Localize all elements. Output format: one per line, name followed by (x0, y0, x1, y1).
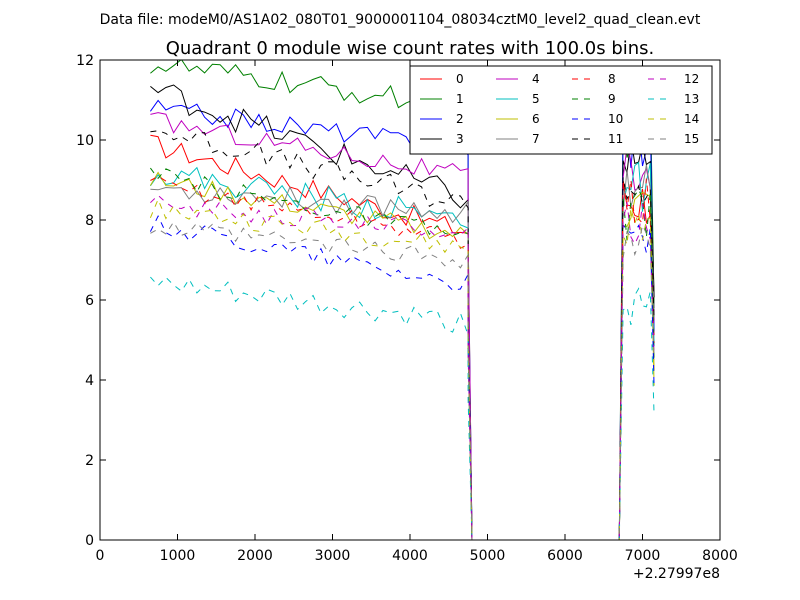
x-tick-label: 2000 (237, 548, 273, 564)
y-tick-label: 10 (76, 133, 94, 149)
legend-label-6: 6 (532, 112, 540, 126)
x-tick-label: 3000 (315, 548, 351, 564)
legend-label-14: 14 (684, 112, 699, 126)
legend-label-2: 2 (456, 112, 464, 126)
series-line-7 (150, 164, 655, 540)
series-line-4 (150, 112, 655, 540)
y-tick-label: 4 (85, 373, 94, 389)
legend-label-8: 8 (608, 72, 616, 86)
legend-label-4: 4 (532, 72, 540, 86)
series-line-11 (150, 130, 655, 540)
legend-label-9: 9 (608, 92, 616, 106)
legend-label-10: 10 (608, 112, 623, 126)
series-line-9 (150, 167, 655, 540)
y-tick-label: 0 (85, 533, 94, 549)
series-layer (149, 60, 655, 540)
series-line-6 (149, 171, 655, 540)
chart-suptitle: Data file: modeM0/AS1A02_080T01_90000011… (100, 12, 701, 28)
x-tick-label: 1000 (160, 548, 196, 564)
series-line-14 (149, 198, 655, 540)
legend-label-7: 7 (532, 132, 540, 146)
legend-label-12: 12 (684, 72, 699, 86)
series-line-12 (150, 194, 655, 540)
x-tick-label: 0 (96, 548, 105, 564)
legend-label-1: 1 (456, 92, 464, 106)
x-offset-label: +2.27997e8 (633, 566, 720, 582)
series-line-2 (149, 99, 655, 540)
axis-ticks: 0 1000 2000 3000 4000 5000 6000 7000 80000246810… (76, 53, 738, 564)
series-line-13 (150, 276, 655, 540)
y-tick-label: 12 (76, 53, 94, 69)
series-line-8 (150, 175, 655, 540)
series-line-15 (150, 221, 655, 540)
y-tick-label: 2 (85, 453, 94, 469)
y-tick-label: 6 (85, 293, 94, 309)
legend-label-13: 13 (684, 92, 699, 106)
series-line-10 (149, 215, 655, 540)
y-tick-label: 8 (85, 213, 94, 229)
chart-title: Quadrant 0 module wise count rates with … (166, 38, 655, 59)
legend-label-0: 0 (456, 72, 464, 86)
x-tick-label: 8000 (702, 548, 738, 564)
legend-label-11: 11 (608, 132, 623, 146)
x-tick-label: 7000 (625, 548, 661, 564)
x-tick-label: 6000 (547, 548, 583, 564)
legend-label-15: 15 (684, 132, 699, 146)
legend-label-5: 5 (532, 92, 540, 106)
x-tick-label: 4000 (392, 548, 428, 564)
legend-label-3: 3 (456, 132, 464, 146)
x-tick-label: 5000 (470, 548, 506, 564)
